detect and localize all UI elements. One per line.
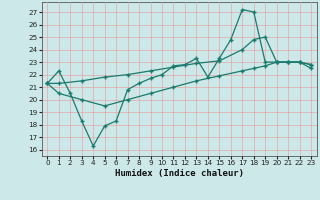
X-axis label: Humidex (Indice chaleur): Humidex (Indice chaleur): [115, 169, 244, 178]
